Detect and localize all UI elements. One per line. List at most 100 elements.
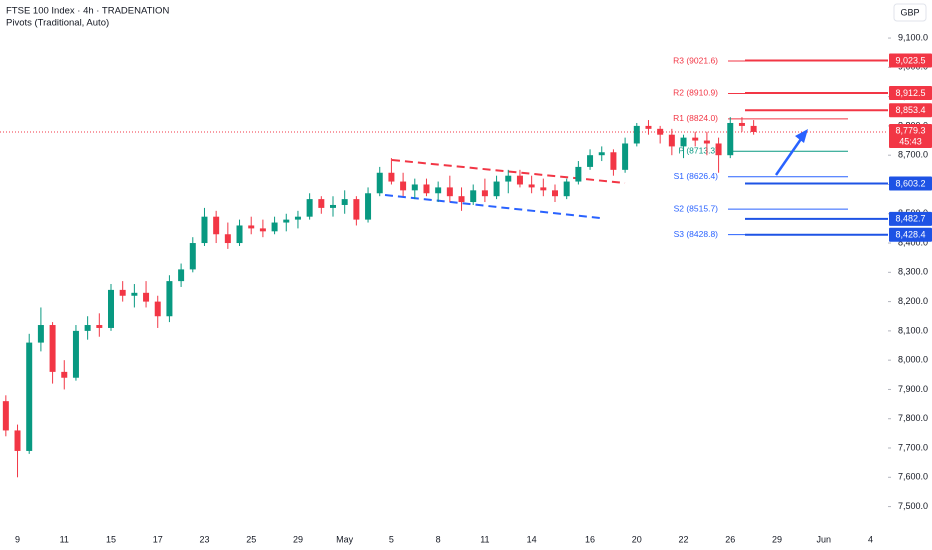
candle-body xyxy=(72,330,79,378)
candle-body xyxy=(552,190,558,197)
x-tick-label: 25 xyxy=(246,534,256,544)
candle-body xyxy=(154,301,161,317)
chart-title: FTSE 100 Index · 4h · TRADENATION xyxy=(6,6,169,17)
candle-body xyxy=(575,166,582,182)
candle-body xyxy=(84,325,91,331)
candle-body xyxy=(61,371,68,378)
x-tick-label: 11 xyxy=(60,534,69,544)
x-tick-label: May xyxy=(336,534,354,544)
candle-body xyxy=(692,137,699,141)
candle-body xyxy=(213,216,220,235)
y-tick-label: 9,100.0 xyxy=(898,32,928,42)
pivot-label: R3 (9021.6) xyxy=(673,55,718,65)
channel-lower xyxy=(384,194,601,219)
y-tick-label: 7,600.0 xyxy=(898,472,928,482)
candle-body xyxy=(224,234,231,244)
candle-body xyxy=(248,225,255,229)
y-tick-label: 7,700.0 xyxy=(898,442,928,452)
candle-body xyxy=(271,222,278,232)
candle-body xyxy=(727,122,734,156)
x-tick-label: 17 xyxy=(153,534,163,544)
candle-body xyxy=(2,401,9,431)
candle-body xyxy=(528,184,535,188)
candle-body xyxy=(236,225,243,244)
x-tick-label: 4 xyxy=(868,534,873,544)
arrow-shaft xyxy=(774,138,803,176)
candle-body xyxy=(49,325,56,372)
x-tick-label: 11 xyxy=(480,534,489,544)
candle-body xyxy=(388,172,395,182)
x-tick-label: 23 xyxy=(199,534,209,544)
level-label: 8,912.5 xyxy=(895,88,925,98)
candle-body xyxy=(341,199,348,205)
candle-body xyxy=(330,204,336,208)
candle-body xyxy=(493,181,500,197)
pivot-label: S3 (8428.8) xyxy=(674,229,719,239)
candle-body xyxy=(470,190,477,203)
candle-body xyxy=(166,281,173,317)
candle-body xyxy=(376,172,383,194)
level-box xyxy=(889,176,932,191)
candle-body xyxy=(400,181,407,191)
level-label: 8,603.2 xyxy=(895,178,925,188)
countdown-label: 45:43 xyxy=(899,136,922,146)
x-tick-label: 9 xyxy=(15,534,20,544)
candle-body xyxy=(108,289,114,328)
candle-body xyxy=(680,137,687,147)
candle-body xyxy=(633,125,640,144)
candle-body xyxy=(201,216,208,244)
candle-body xyxy=(411,184,418,191)
level-label: 8,482.7 xyxy=(895,214,925,224)
front-layer: 9,023.5 8,912.5 8,853.4 8,603.2 8,482.7 8,428… xyxy=(2,53,932,478)
y-tick-label: 8,200.0 xyxy=(898,296,928,306)
candle-body xyxy=(610,152,617,170)
pivot-label: S1 (8626.4) xyxy=(674,171,719,181)
candle-body xyxy=(96,325,103,328)
y-tick-label: 7,500.0 xyxy=(898,501,928,511)
level-box xyxy=(889,227,932,242)
x-tick-label: 14 xyxy=(527,534,537,544)
candle-body xyxy=(668,134,675,147)
candle-body xyxy=(283,219,290,223)
currency-button[interactable] xyxy=(893,3,927,22)
candle-body xyxy=(657,128,664,135)
candle-body xyxy=(458,196,465,203)
level-box xyxy=(889,211,932,226)
candle-body xyxy=(516,175,523,185)
level-label: 9,023.5 xyxy=(895,55,925,65)
candle-body xyxy=(598,152,605,156)
candle-body xyxy=(14,430,21,451)
candle-body xyxy=(318,199,325,208)
x-tick-label: 20 xyxy=(632,534,642,544)
candle-body xyxy=(259,228,266,232)
candle-body xyxy=(178,269,185,282)
currency-label[interactable]: GBP xyxy=(900,7,919,17)
candle-body xyxy=(131,292,138,296)
candle-body xyxy=(750,125,757,132)
candle-body xyxy=(715,143,722,156)
y-tick-label: 8,400.0 xyxy=(898,237,928,247)
candle-body xyxy=(294,216,301,220)
candle-body xyxy=(119,289,126,296)
candle-body xyxy=(703,140,710,144)
y-tick-label: 8,100.0 xyxy=(898,325,928,335)
candle-body xyxy=(645,125,652,129)
x-tick-label: 29 xyxy=(772,534,782,544)
y-tick-label: 8,700.0 xyxy=(898,150,928,160)
x-tick-label: 26 xyxy=(725,534,735,544)
candle-body xyxy=(563,181,570,197)
candle-body xyxy=(143,292,150,302)
candle-body xyxy=(435,187,442,194)
candle-body xyxy=(505,175,512,182)
level-box xyxy=(889,53,932,68)
candle-body xyxy=(353,199,360,220)
candle-body xyxy=(306,199,313,217)
pivot-label: P (8713.3) xyxy=(678,146,718,156)
pivot-label: R1 (8824.0) xyxy=(673,113,718,123)
candle-body xyxy=(446,187,453,197)
y-tick-label: 7,900.0 xyxy=(898,384,928,394)
level-label: 8,428.4 xyxy=(895,230,925,240)
